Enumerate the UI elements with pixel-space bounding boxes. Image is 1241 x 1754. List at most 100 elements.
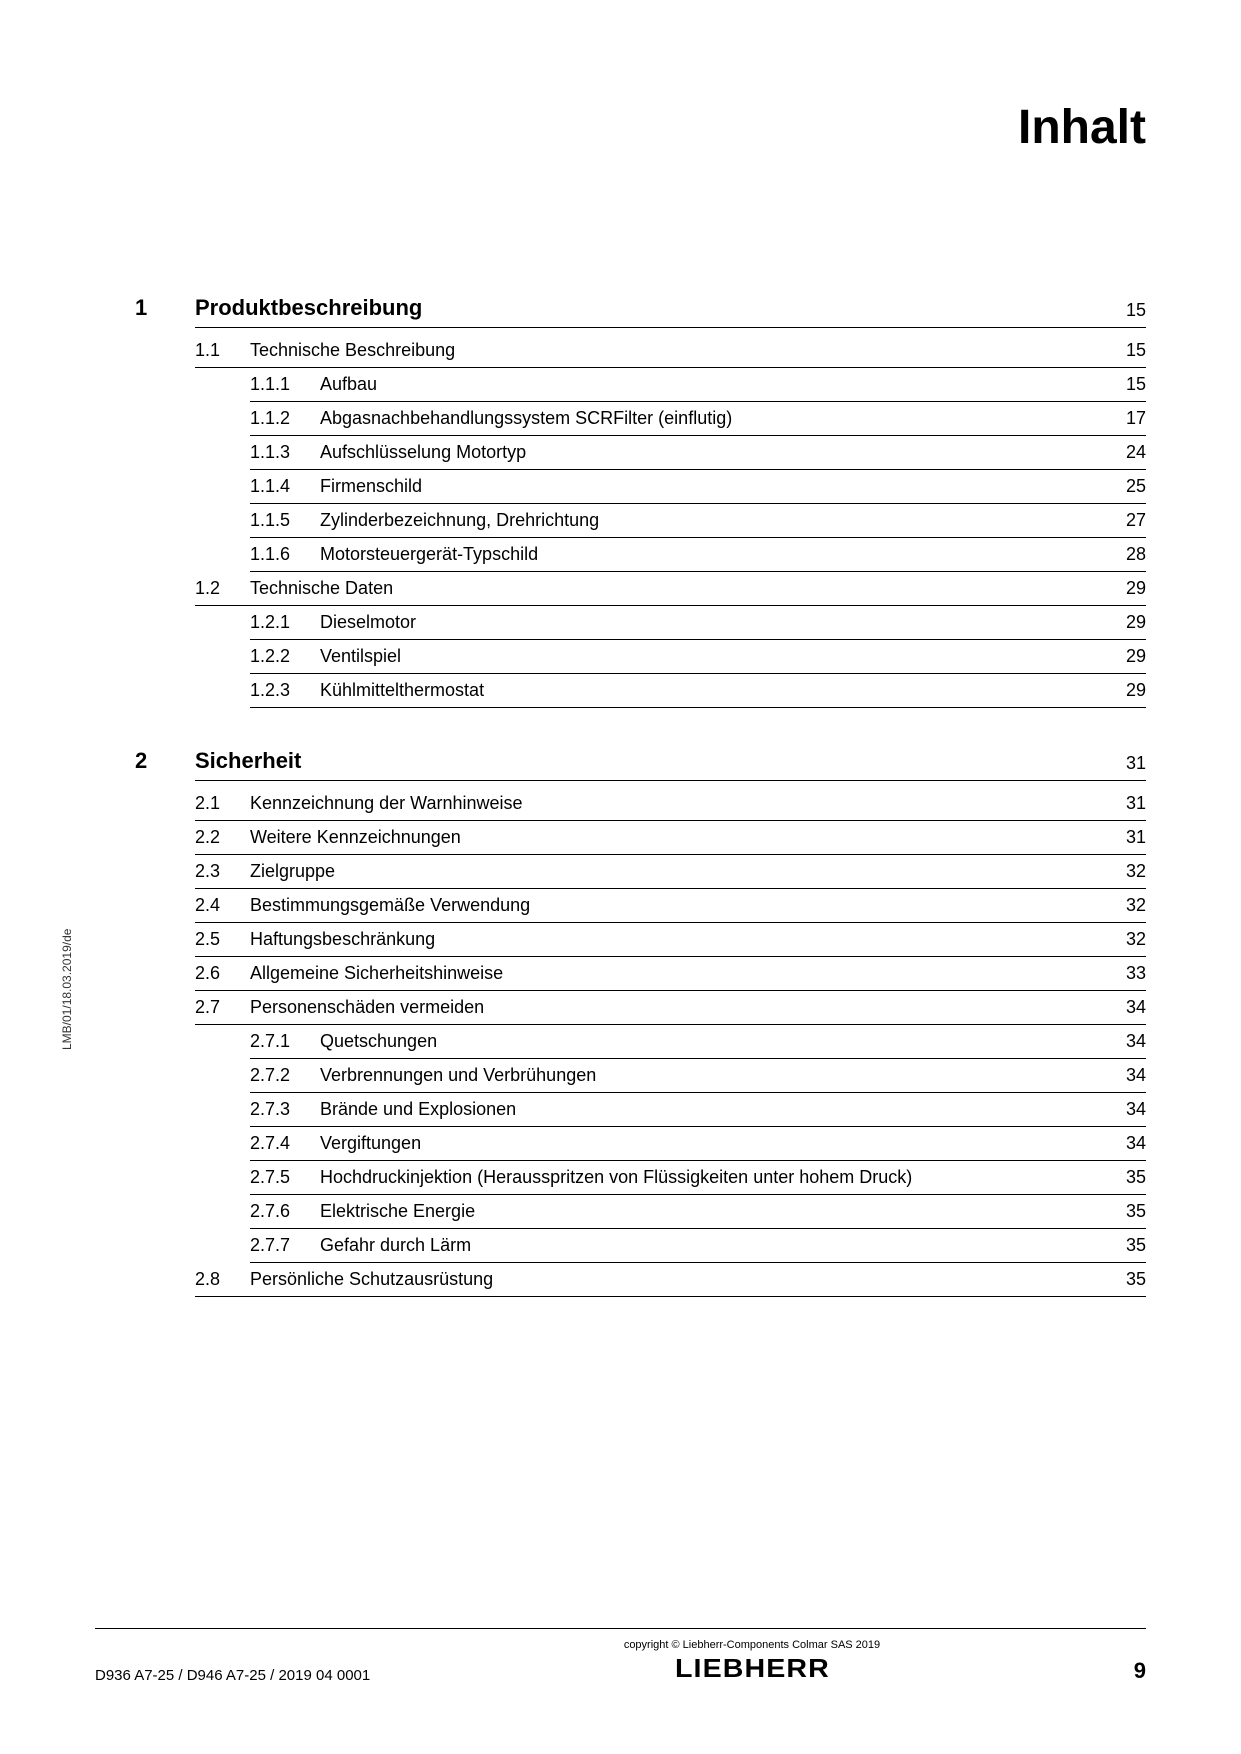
side-text: LMB/01/18.03.2019/de: [60, 929, 74, 1050]
toc-chapter-page: 31: [1106, 753, 1146, 774]
toc-subsection-title: Personenschäden vermeiden: [250, 997, 1106, 1018]
toc-subsubsection-row: 1.2.2Ventilspiel29: [250, 640, 1146, 674]
toc-subsection-row: 2.7Personenschäden vermeiden34: [195, 991, 1146, 1025]
footer-logo: LIEBHERR: [674, 1653, 829, 1684]
toc-subsection-page: 32: [1106, 929, 1146, 950]
toc-subsubsection-page: 34: [1106, 1031, 1146, 1052]
toc-subsubsection-row: 1.1.4Firmenschild25: [250, 470, 1146, 504]
toc-subsubsection-number: 2.7.6: [250, 1201, 320, 1222]
toc-subsubsection-title: Vergiftungen: [320, 1133, 1106, 1154]
toc-subsubsection-row: 1.1.6Motorsteuergerät-Typschild28: [250, 538, 1146, 572]
toc-subsection-page: 33: [1106, 963, 1146, 984]
toc-subsubsection-row: 1.1.1Aufbau15: [250, 368, 1146, 402]
toc-subsubsection-page: 15: [1106, 374, 1146, 395]
toc-subsubsection-page: 29: [1106, 680, 1146, 701]
toc-subsubsection-title: Quetschungen: [320, 1031, 1106, 1052]
toc-subsection-row: 2.5Haftungsbeschränkung32: [195, 923, 1146, 957]
toc-subsection-number: 2.2: [195, 827, 250, 848]
footer-page-number: 9: [1134, 1658, 1146, 1684]
toc-subsubsection-row: 2.7.3Brände und Explosionen34: [250, 1093, 1146, 1127]
toc-subsubsection-page: 28: [1106, 544, 1146, 565]
toc-subsubsection-page: 29: [1106, 646, 1146, 667]
toc-subsubsection-title: Elektrische Energie: [320, 1201, 1106, 1222]
toc-subsection-title: Persönliche Schutzausrüstung: [250, 1269, 1106, 1290]
toc-subsubsection-row: 2.7.5Hochdruckinjektion (Herausspritzen …: [250, 1161, 1146, 1195]
toc-subsection-page: 35: [1106, 1269, 1146, 1290]
toc-subsubsection-row: 1.1.3Aufschlüsselung Motortyp24: [250, 436, 1146, 470]
toc-subsection-page: 32: [1106, 861, 1146, 882]
toc-subsubsection-title: Brände und Explosionen: [320, 1099, 1106, 1120]
toc-subsubsection-number: 1.1.3: [250, 442, 320, 463]
toc-subsection-number: 2.6: [195, 963, 250, 984]
toc-subsubsection-title: Zylinderbezeichnung, Drehrichtung: [320, 510, 1106, 531]
toc-subsection-title: Technische Daten: [250, 578, 1106, 599]
toc-chapter-page: 15: [1106, 300, 1146, 321]
toc-subsection-row: 1.1Technische Beschreibung15: [195, 334, 1146, 368]
toc-subsubsection-page: 34: [1106, 1133, 1146, 1154]
toc-subsubsection-page: 34: [1106, 1065, 1146, 1086]
toc-subsubsection-title: Ventilspiel: [320, 646, 1106, 667]
toc-chapter-title: Sicherheit: [195, 748, 1106, 774]
toc-subsection-row: 2.3Zielgruppe32: [195, 855, 1146, 889]
toc-subsubsection-row: 1.2.1Dieselmotor29: [250, 606, 1146, 640]
toc-subsection-title: Bestimmungsgemäße Verwendung: [250, 895, 1106, 916]
toc-subsubsection-title: Firmenschild: [320, 476, 1106, 497]
footer-copyright: copyright © Liebherr-Components Colmar S…: [370, 1639, 1134, 1651]
toc-chapter-row: 2Sicherheit31: [195, 748, 1146, 781]
toc-subsection-row: 2.2Weitere Kennzeichnungen31: [195, 821, 1146, 855]
toc-subsubsection-number: 1.2.1: [250, 612, 320, 633]
page: Inhalt 1Produktbeschreibung151.1Technisc…: [0, 0, 1241, 1754]
toc-chapter-number: 1: [135, 295, 195, 321]
toc-subsection-number: 2.3: [195, 861, 250, 882]
toc-subsubsection-row: 2.7.7Gefahr durch Lärm35: [250, 1229, 1146, 1263]
toc-subsubsection-number: 2.7.4: [250, 1133, 320, 1154]
footer-inner: D936 A7-25 / D946 A7-25 / 2019 04 0001 c…: [95, 1639, 1146, 1684]
toc-subsubsection-page: 27: [1106, 510, 1146, 531]
toc-subsection-title: Weitere Kennzeichnungen: [250, 827, 1106, 848]
toc-subsubsection-number: 1.2.3: [250, 680, 320, 701]
toc-subsubsection-row: 1.1.5Zylinderbezeichnung, Drehrichtung27: [250, 504, 1146, 538]
toc-subsubsection-number: 2.7.1: [250, 1031, 320, 1052]
toc-subsection-page: 31: [1106, 827, 1146, 848]
toc-subsubsection-page: 29: [1106, 612, 1146, 633]
toc-section: 2Sicherheit312.1Kennzeichnung der Warnhi…: [195, 748, 1146, 1297]
toc-subsection-row: 2.4Bestimmungsgemäße Verwendung32: [195, 889, 1146, 923]
toc-subsubsection-row: 2.7.6Elektrische Energie35: [250, 1195, 1146, 1229]
toc-chapter-number: 2: [135, 748, 195, 774]
toc-section: 1Produktbeschreibung15 1.1Technische Besc…: [195, 295, 1146, 708]
footer: D936 A7-25 / D946 A7-25 / 2019 04 0001 c…: [95, 1628, 1146, 1684]
toc-subsection-title: Technische Beschreibung: [250, 340, 1106, 361]
toc-subsubsection-number: 2.7.7: [250, 1235, 320, 1256]
toc-subsection-row: 2.6Allgemeine Sicherheitshinweise33: [195, 957, 1146, 991]
page-title: Inhalt: [95, 100, 1146, 155]
toc-subsection-page: 29: [1106, 578, 1146, 599]
toc-subsubsection-page: 24: [1106, 442, 1146, 463]
toc-subsection-number: 2.7: [195, 997, 250, 1018]
toc-subsubsection-title: Kühlmittelthermostat: [320, 680, 1106, 701]
toc-subsection-number: 2.5: [195, 929, 250, 950]
toc-subsection-title: Haftungsbeschränkung: [250, 929, 1106, 950]
toc-subsubsection-title: Dieselmotor: [320, 612, 1106, 633]
footer-center: copyright © Liebherr-Components Colmar S…: [370, 1639, 1134, 1684]
toc-subsubsection-number: 1.1.4: [250, 476, 320, 497]
toc-subsection-title: Kennzeichnung der Warnhinweise: [250, 793, 1106, 814]
toc-subsection-page: 34: [1106, 997, 1146, 1018]
toc-subsubsection-row: 1.1.2Abgasnachbehandlungssystem SCRFilte…: [250, 402, 1146, 436]
toc-subsection-page: 15: [1106, 340, 1146, 361]
toc-subsubsection-title: Verbrennungen und Verbrühungen: [320, 1065, 1106, 1086]
toc-chapter-title: Produktbeschreibung: [195, 295, 1106, 321]
toc-subsubsection-number: 2.7.3: [250, 1099, 320, 1120]
toc-subsubsection-number: 1.1.5: [250, 510, 320, 531]
toc-subsection-number: 1.1: [195, 340, 250, 361]
toc-subsubsection-title: Gefahr durch Lärm: [320, 1235, 1106, 1256]
toc-subsubsection-title: Abgasnachbehandlungssystem SCRFilter (ei…: [320, 408, 1106, 429]
toc-chapter-row: 1Produktbeschreibung15: [195, 295, 1146, 328]
toc-subsection-row: 2.8Persönliche Schutzausrüstung35: [195, 1263, 1146, 1297]
table-of-contents: 1Produktbeschreibung15 1.1Technische Besc…: [195, 295, 1146, 1297]
toc-subsubsection-page: 25: [1106, 476, 1146, 497]
toc-subsubsection-row: 2.7.4Vergiftungen34: [250, 1127, 1146, 1161]
toc-subsubsection-page: 35: [1106, 1167, 1146, 1188]
toc-subsubsection-row: 1.2.3Kühlmittelthermostat29: [250, 674, 1146, 708]
toc-subsection-page: 31: [1106, 793, 1146, 814]
toc-subsection-number: 2.4: [195, 895, 250, 916]
